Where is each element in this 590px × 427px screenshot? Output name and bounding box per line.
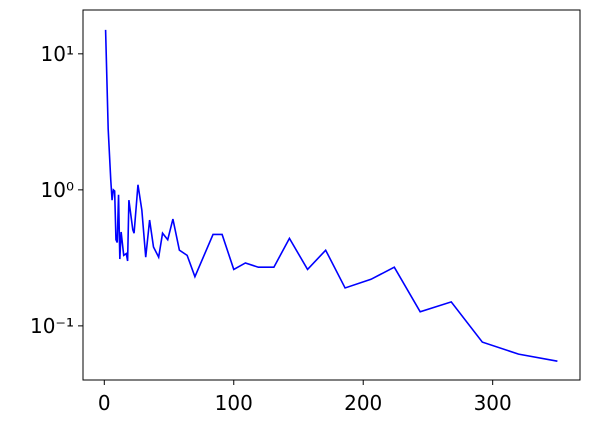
x-tick-label: 300: [474, 391, 512, 415]
y-tick-label: 10⁻¹: [30, 314, 74, 338]
x-tick-label: 100: [215, 391, 253, 415]
data-line: [104, 29, 558, 362]
plot-frame: [82, 9, 581, 381]
y-tick-label: 10⁰: [41, 178, 74, 202]
x-tick-label: 0: [98, 391, 111, 415]
x-tick-label: 200: [344, 391, 382, 415]
y-tick-label: 10¹: [41, 42, 74, 66]
